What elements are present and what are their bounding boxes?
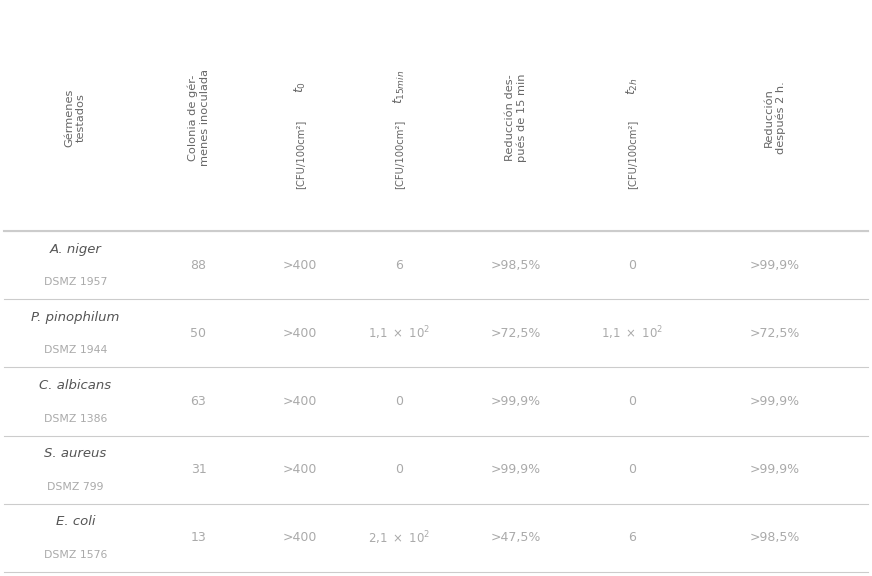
Text: S. aureus: S. aureus [44, 447, 106, 460]
Text: >400: >400 [283, 531, 317, 544]
Text: 0: 0 [629, 463, 637, 476]
Text: $1{,}1\ \times\ 10^2$: $1{,}1\ \times\ 10^2$ [602, 325, 664, 342]
Text: >98,5%: >98,5% [491, 259, 542, 272]
Text: C. albicans: C. albicans [39, 379, 112, 392]
Text: >400: >400 [283, 463, 317, 476]
Text: P. pinophilum: P. pinophilum [31, 311, 119, 324]
Text: $t_0$: $t_0$ [292, 81, 308, 93]
Text: [CFU/100cm²]: [CFU/100cm²] [628, 120, 637, 190]
Text: >72,5%: >72,5% [491, 327, 542, 340]
Text: DSMZ 799: DSMZ 799 [47, 482, 104, 492]
Text: E. coli: E. coli [56, 516, 95, 528]
Text: DSMZ 1957: DSMZ 1957 [44, 277, 107, 287]
Text: DSMZ 1386: DSMZ 1386 [44, 414, 107, 423]
Text: $2{,}1\ \times\ 10^2$: $2{,}1\ \times\ 10^2$ [368, 529, 431, 547]
Text: 63: 63 [191, 395, 207, 408]
Text: >99,9%: >99,9% [491, 395, 541, 408]
Text: DSMZ 1944: DSMZ 1944 [44, 346, 107, 355]
Text: $t_{15min}$: $t_{15min}$ [392, 70, 407, 104]
Text: 50: 50 [190, 327, 207, 340]
Text: 0: 0 [395, 463, 403, 476]
Text: 0: 0 [395, 395, 403, 408]
Text: 88: 88 [190, 259, 207, 272]
Text: 31: 31 [191, 463, 207, 476]
Text: 6: 6 [629, 531, 637, 544]
Text: Gérmenes
testados: Gérmenes testados [65, 89, 86, 147]
Text: >400: >400 [283, 395, 317, 408]
Text: 6: 6 [395, 259, 403, 272]
Text: 0: 0 [629, 395, 637, 408]
Text: DSMZ 1576: DSMZ 1576 [44, 550, 107, 560]
Text: >72,5%: >72,5% [750, 327, 800, 340]
Text: $t_{2h}$: $t_{2h}$ [625, 78, 640, 96]
Text: >99,9%: >99,9% [750, 259, 800, 272]
Text: Colonia de gér-
menes inoculada: Colonia de gér- menes inoculada [187, 69, 209, 166]
Text: 0: 0 [629, 259, 637, 272]
Text: >99,9%: >99,9% [750, 463, 800, 476]
Text: $1{,}1\ \times\ 10^2$: $1{,}1\ \times\ 10^2$ [368, 325, 431, 342]
Text: >400: >400 [283, 327, 317, 340]
Text: A. niger: A. niger [50, 243, 101, 256]
Text: [CFU/100cm²]: [CFU/100cm²] [295, 120, 305, 190]
Text: [CFU/100cm²]: [CFU/100cm²] [394, 120, 405, 190]
Text: >47,5%: >47,5% [491, 531, 542, 544]
Text: >98,5%: >98,5% [750, 531, 800, 544]
Text: >400: >400 [283, 259, 317, 272]
Text: 13: 13 [191, 531, 207, 544]
Text: >99,9%: >99,9% [491, 463, 541, 476]
Text: Reducción des-
pués de 15 min: Reducción des- pués de 15 min [505, 74, 527, 162]
Text: Reducción
después 2 h.: Reducción después 2 h. [764, 81, 786, 154]
Text: >99,9%: >99,9% [750, 395, 800, 408]
